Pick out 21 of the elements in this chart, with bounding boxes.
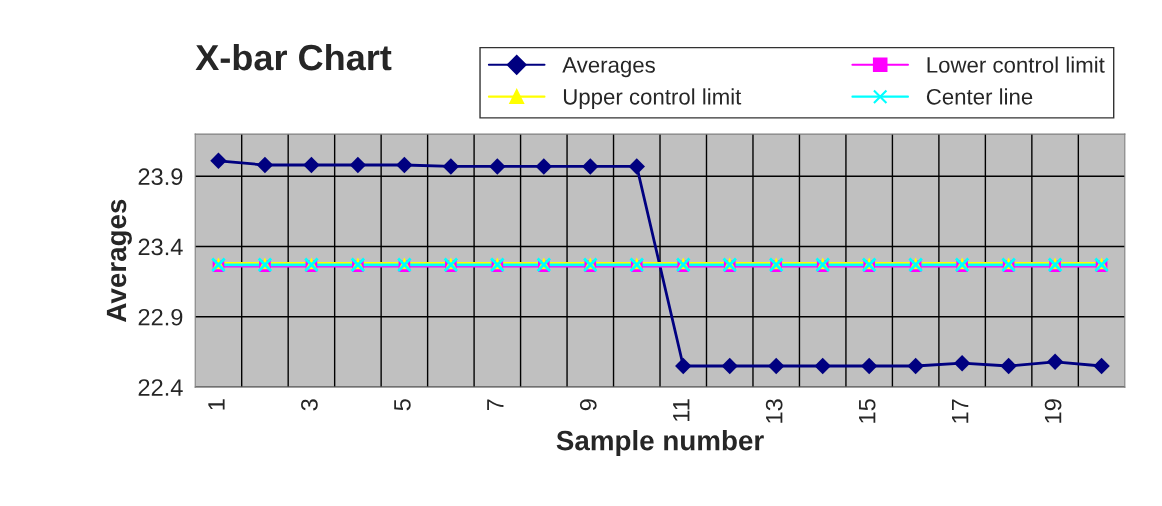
legend-label: Upper control limit [563,88,742,110]
x-tick-label: 1 [208,399,225,410]
x-tick-label: 9 [579,399,597,411]
x-tick-label: 17 [952,399,969,423]
y-tick-label: 22.4 [138,379,183,396]
legend-label: Averages [562,57,655,78]
x-tick-label: 3 [301,399,318,411]
chart-title: X-bar Chart [195,43,392,71]
y-axis-title: Averages [106,199,132,322]
x-tick-label: 7 [487,399,504,411]
legend-label: Center line [926,88,1033,105]
x-axis-title: Sample number [556,430,764,456]
y-tick-label: 22.9 [138,308,183,326]
x-tick-label: 15 [859,399,876,423]
legend-label: Lower control limit [927,56,1105,73]
y-tick-label: 23.9 [138,168,183,186]
x-tick-label: 5 [394,399,411,411]
x-tick-label: 11 [673,399,690,421]
x-tick-label: 13 [765,399,783,423]
x-tick-label: 19 [1044,399,1062,423]
y-tick-label: 23.4 [138,238,183,256]
